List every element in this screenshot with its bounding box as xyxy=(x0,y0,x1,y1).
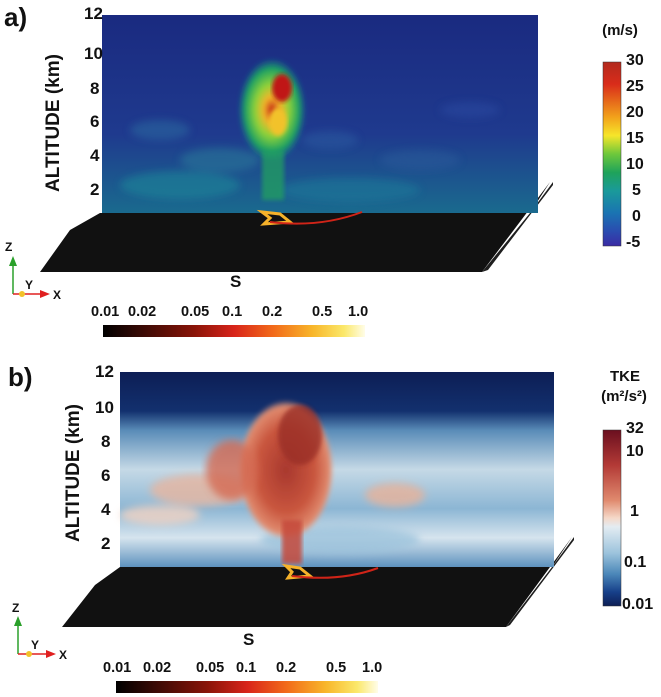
panel-a-s-title: S xyxy=(230,272,242,291)
panel-a-ytick: 10 xyxy=(84,44,103,63)
panel-b-ytick: 12 xyxy=(95,362,114,381)
panel-b-colorbar xyxy=(602,429,622,607)
panel-b-axis-x-label: X xyxy=(59,648,68,662)
panel-a-s-tick: 1.0 xyxy=(348,304,369,320)
panel-a-ground-plane xyxy=(40,182,553,272)
panel-b-s-tick: 0.02 xyxy=(143,660,172,676)
panel-b-colorbar-tick: 0.01 xyxy=(622,596,654,613)
panel-a-axis-z-label: Z xyxy=(5,240,13,254)
panel-a-colorbar-tick: 20 xyxy=(626,104,644,121)
panel-a-axis-y-label: Y xyxy=(25,278,34,292)
panel-a-ytick: 4 xyxy=(90,146,100,165)
panel-b-s-tick: 0.1 xyxy=(236,660,257,676)
panel-a-ytick: 2 xyxy=(90,180,100,199)
panel-b-s-tick: 0.05 xyxy=(196,660,225,676)
panel-a-colorbar-tick: -5 xyxy=(626,234,641,251)
panel-a-ytick: 6 xyxy=(90,112,100,131)
panel-a-colorbar-tick: 30 xyxy=(626,52,644,69)
panel-b-ytick: 10 xyxy=(95,398,114,417)
panel-b-ytick: 2 xyxy=(101,534,111,553)
panel-a-colorbar-tick: 25 xyxy=(626,78,644,95)
panel-a-updraft-plume xyxy=(238,58,306,200)
panel-a-s-tick: 0.05 xyxy=(181,304,210,320)
panel-a-colorbar-title: (m/s) xyxy=(602,22,638,39)
panel-b-s-tick: 1.0 xyxy=(362,660,383,676)
panel-b-vertical-slice xyxy=(120,372,554,567)
panel-a-axis-x-label: X xyxy=(53,288,62,302)
panel-a-orientation-axes xyxy=(9,256,50,298)
panel-a-s-colormap xyxy=(103,325,365,337)
panel-a-colorbar-tick: 5 xyxy=(632,182,641,199)
panel-b-colorbar-tick: 10 xyxy=(626,443,644,460)
panel-b-orientation-axes xyxy=(14,616,56,658)
panel-b-colorbar-units: (m²/s²) xyxy=(601,388,647,405)
panel-a-vertical-slice xyxy=(102,15,538,213)
panel-b-ytick: 6 xyxy=(101,466,111,485)
panel-b-s-title: S xyxy=(243,630,255,649)
panel-b-colorbar-tick: 1 xyxy=(630,503,639,520)
panel-b-s-colormap xyxy=(116,681,378,693)
panel-b-s-tick: 0.2 xyxy=(276,660,297,676)
panel-b-s-tick: 0.5 xyxy=(326,660,347,676)
panel-a-s-tick: 0.1 xyxy=(222,304,243,320)
panel-b-ytick: 4 xyxy=(101,500,111,519)
panel-a-ytick: 12 xyxy=(84,4,103,23)
panel-b-axis-y-label: Y xyxy=(31,638,40,652)
panel-b-colorbar-title: TKE xyxy=(610,368,640,385)
panel-b-ground-plane xyxy=(62,537,574,627)
panel-b-label: b) xyxy=(8,362,33,392)
panel-a-s-tick: 0.5 xyxy=(312,304,333,320)
panel-a-colorbar xyxy=(602,61,622,247)
panel-a-fire-line xyxy=(256,209,363,226)
panel-b-colorbar-tick: 0.1 xyxy=(624,554,647,571)
panel-a-s-tick: 0.02 xyxy=(128,304,157,320)
panel-b-turbulence-plume xyxy=(206,400,334,564)
panel-b-ytick: 8 xyxy=(101,432,111,451)
panel-a-colorbar-tick: 0 xyxy=(632,208,641,225)
panel-a-s-tick: 0.01 xyxy=(91,304,120,320)
panel-a-colorbar-tick: 15 xyxy=(626,130,644,147)
panel-a-yaxis-title: ALTITUDE (km) xyxy=(43,54,64,192)
panel-b-axis-z-label: Z xyxy=(12,601,20,615)
panel-a-ytick: 8 xyxy=(90,79,100,98)
panel-b-fire-line xyxy=(281,563,379,580)
panel-a-colorbar-tick: 10 xyxy=(626,156,644,173)
panel-a-label: a) xyxy=(4,2,28,32)
panel-b-colorbar-tick: 32 xyxy=(626,420,644,437)
panel-b-s-tick: 0.01 xyxy=(103,660,132,676)
panel-a-s-tick: 0.2 xyxy=(262,304,283,320)
panel-b-yaxis-title: ALTITUDE (km) xyxy=(63,404,84,542)
